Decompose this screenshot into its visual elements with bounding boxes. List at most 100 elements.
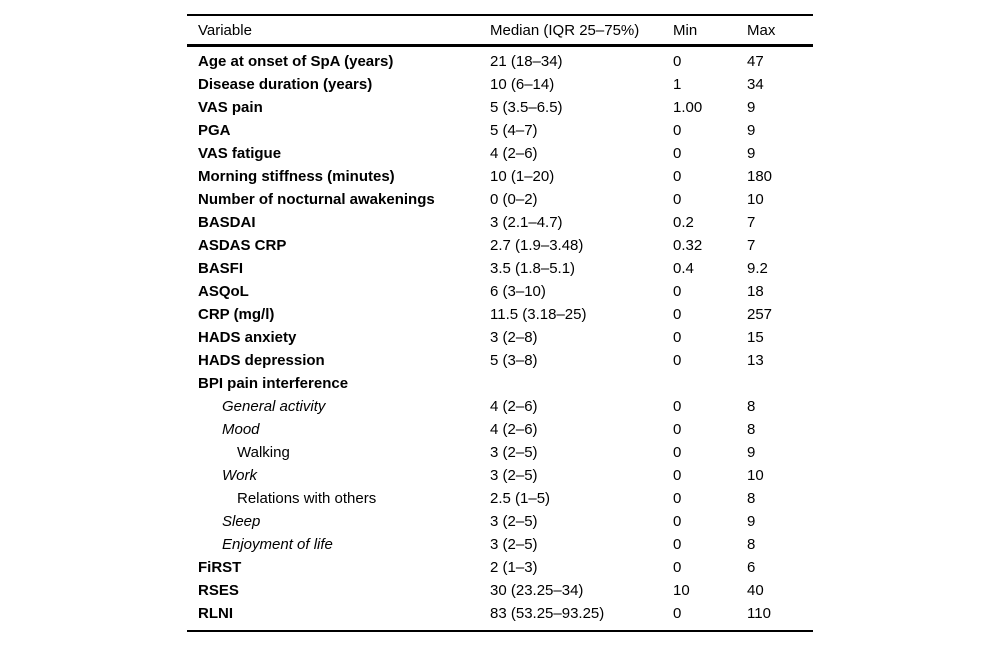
cell-median: 4 (2–6) <box>490 145 538 162</box>
column-header-min: Min <box>673 21 698 39</box>
cell-median: 5 (3.5–6.5) <box>490 99 563 116</box>
cell-min: 0 <box>673 191 682 208</box>
table-row: General activity 4 (2–6) 0 8 <box>187 395 813 418</box>
cell-variable: Sleep <box>222 513 261 530</box>
cell-variable: ASDAS CRP <box>198 237 287 254</box>
cell-variable: VAS pain <box>198 99 263 116</box>
table-row: Work 3 (2–5) 0 10 <box>187 464 813 487</box>
cell-variable: Enjoyment of life <box>222 536 333 553</box>
cell-min: 0 <box>673 605 682 622</box>
cell-min: 0.32 <box>673 237 703 254</box>
cell-variable: General activity <box>222 398 326 415</box>
cell-median: 2 (1–3) <box>490 559 538 576</box>
cell-variable: HADS depression <box>198 352 325 369</box>
cell-median: 3 (2–5) <box>490 513 538 530</box>
table-row: RSES 30 (23.25–34) 10 40 <box>187 579 813 602</box>
cell-median: 3 (2–5) <box>490 467 538 484</box>
table-row: Walking 3 (2–5) 0 9 <box>187 441 813 464</box>
cell-variable: PGA <box>198 122 231 139</box>
cell-max: 15 <box>747 329 764 346</box>
cell-max: 10 <box>747 467 764 484</box>
table-row: Disease duration (years) 10 (6–14) 1 34 <box>187 73 813 96</box>
cell-variable: Walking <box>237 444 290 461</box>
cell-max: 9 <box>747 99 756 116</box>
cell-variable: Number of nocturnal awakenings <box>198 191 435 208</box>
cell-max: 9 <box>747 145 756 162</box>
cell-min: 0 <box>673 53 682 70</box>
table-row: ASDAS CRP 2.7 (1.9–3.48) 0.32 7 <box>187 234 813 257</box>
cell-min: 0 <box>673 467 682 484</box>
column-header-median-iqr: Median (IQR 25–75%) <box>490 21 640 39</box>
cell-median: 5 (3–8) <box>490 352 538 369</box>
table-row: VAS pain 5 (3.5–6.5) 1.00 9 <box>187 96 813 119</box>
cell-min: 0 <box>673 513 682 530</box>
cell-max: 110 <box>747 605 771 622</box>
cell-max: 6 <box>747 559 756 576</box>
table-row: Sleep 3 (2–5) 0 9 <box>187 510 813 533</box>
cell-median: 10 (6–14) <box>490 76 555 93</box>
cell-min: 0.4 <box>673 260 694 277</box>
cell-min <box>662 372 736 395</box>
table-row: Number of nocturnal awakenings 0 (0–2) 0 10 <box>187 188 813 211</box>
cell-max: 9 <box>747 122 756 139</box>
table-row: Mood 4 (2–6) 0 8 <box>187 418 813 441</box>
cell-median: 10 (1–20) <box>490 168 555 185</box>
table-body: Age at onset of SpA (years) 21 (18–34) 0 47… <box>187 47 813 630</box>
cell-max: 10 <box>747 191 764 208</box>
cell-max: 9.2 <box>747 260 768 277</box>
table-row: CRP (mg/l) 11.5 (3.18–25) 0 257 <box>187 303 813 326</box>
cell-min: 0 <box>673 398 682 415</box>
table-row: HADS anxiety 3 (2–8) 0 15 <box>187 326 813 349</box>
cell-variable: VAS fatigue <box>198 145 282 162</box>
cell-median: 21 (18–34) <box>490 53 563 70</box>
cell-median: 4 (2–6) <box>490 398 538 415</box>
cell-median: 3.5 (1.8–5.1) <box>490 260 576 277</box>
cell-median: 3 (2–5) <box>490 536 538 553</box>
cell-max: 257 <box>747 306 773 323</box>
cell-median: 0 (0–2) <box>490 191 538 208</box>
cell-variable: CRP (mg/l) <box>198 306 275 323</box>
table-row: Age at onset of SpA (years) 21 (18–34) 0 47 <box>187 50 813 73</box>
descriptive-statistics-table: Variable Median (IQR 25–75%) Min Max Age… <box>187 14 813 632</box>
cell-variable: FiRST <box>198 559 242 576</box>
cell-min: 0 <box>673 283 682 300</box>
cell-min: 0 <box>673 145 682 162</box>
cell-max: 13 <box>747 352 764 369</box>
cell-min: 0 <box>673 122 682 139</box>
cell-max: 7 <box>747 237 756 254</box>
table-header-row: Variable Median (IQR 25–75%) Min Max <box>187 16 813 47</box>
cell-median: 83 (53.25–93.25) <box>490 605 605 622</box>
cell-min: 0 <box>673 168 682 185</box>
cell-min: 0 <box>673 421 682 438</box>
table-row: Morning stiffness (minutes) 10 (1–20) 0 180 <box>187 165 813 188</box>
table-row: BPI pain interference <box>187 372 813 395</box>
column-header-variable: Variable <box>198 21 252 39</box>
cell-median <box>479 372 662 395</box>
cell-median: 2.5 (1–5) <box>490 490 551 507</box>
cell-variable: RSES <box>198 582 239 599</box>
cell-median: 3 (2.1–4.7) <box>490 214 563 231</box>
cell-max: 180 <box>747 168 773 185</box>
table-row: VAS fatigue 4 (2–6) 0 9 <box>187 142 813 165</box>
cell-max: 18 <box>747 283 764 300</box>
cell-variable: BASFI <box>198 260 243 277</box>
cell-max: 8 <box>747 421 756 438</box>
cell-median: 4 (2–6) <box>490 421 538 438</box>
table-row: Relations with others 2.5 (1–5) 0 8 <box>187 487 813 510</box>
cell-min: 10 <box>673 582 690 599</box>
table-row: ASQoL 6 (3–10) 0 18 <box>187 280 813 303</box>
cell-max: 8 <box>747 398 756 415</box>
cell-min: 0 <box>673 490 682 507</box>
column-header-max: Max <box>747 21 776 39</box>
cell-max: 40 <box>747 582 764 599</box>
cell-min: 1.00 <box>673 99 703 116</box>
cell-variable: Relations with others <box>237 490 377 507</box>
cell-max: 47 <box>747 53 764 70</box>
cell-variable: Mood <box>222 421 260 438</box>
cell-min: 1 <box>673 76 682 93</box>
table-row: HADS depression 5 (3–8) 0 13 <box>187 349 813 372</box>
cell-median: 11.5 (3.18–25) <box>490 306 587 323</box>
cell-variable: BASDAI <box>198 214 256 231</box>
cell-min: 0 <box>673 306 682 323</box>
